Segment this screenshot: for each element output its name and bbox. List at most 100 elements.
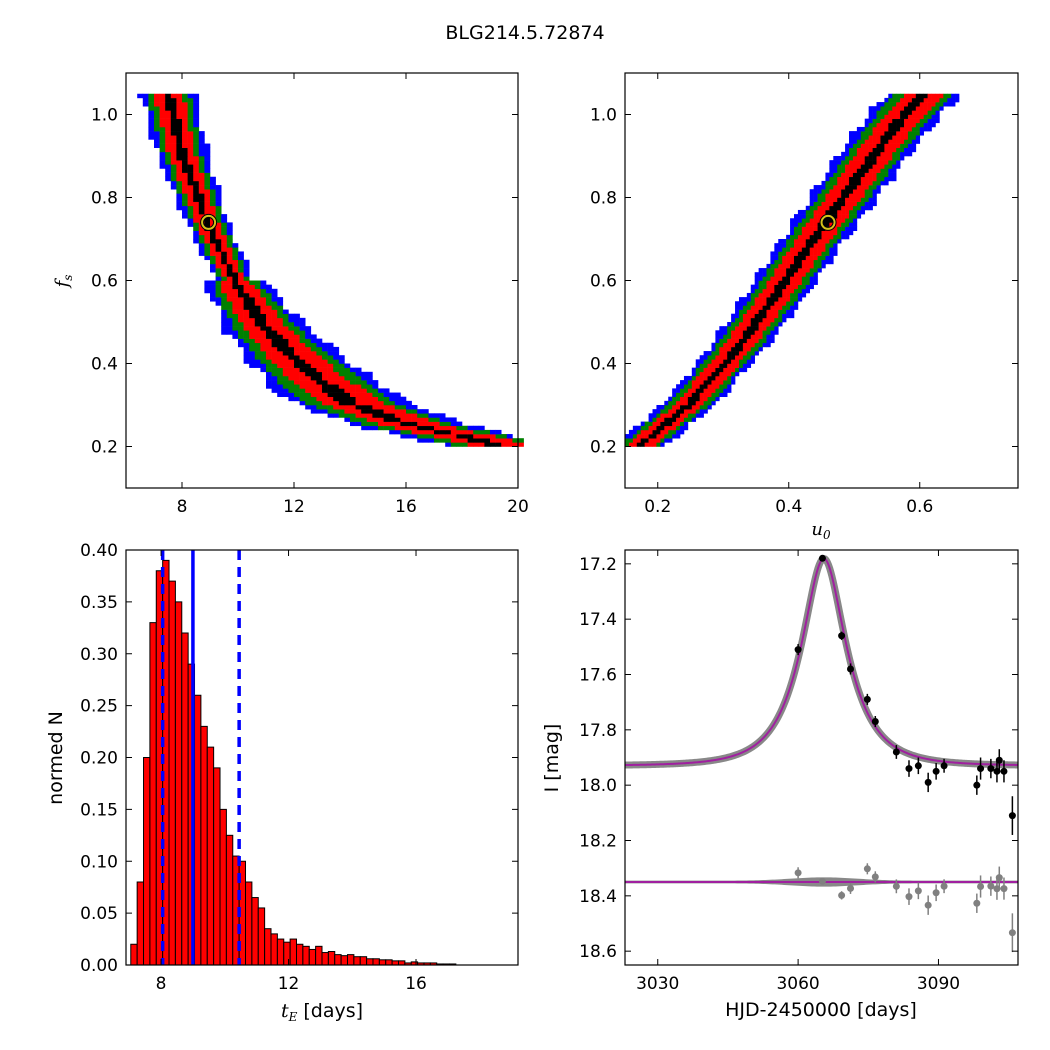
map-cell bbox=[628, 438, 634, 443]
map-cell bbox=[738, 330, 744, 335]
map-cell bbox=[892, 135, 897, 140]
map-cell bbox=[805, 239, 811, 244]
map-cell bbox=[872, 114, 877, 119]
map-cell bbox=[266, 342, 272, 348]
map-cell bbox=[845, 226, 850, 231]
map-cell bbox=[864, 205, 869, 211]
map-cell bbox=[695, 367, 700, 373]
map-cell bbox=[266, 375, 272, 381]
map-cell bbox=[852, 218, 858, 223]
map-cell bbox=[176, 160, 183, 165]
map-cell bbox=[249, 317, 256, 323]
map-cell bbox=[868, 205, 873, 211]
map-cell bbox=[159, 160, 166, 165]
map-cell bbox=[907, 147, 913, 153]
map-cell bbox=[892, 102, 897, 107]
map-cell bbox=[813, 280, 818, 285]
ticks-bottom-right: 3030 3060 309017.217.417.617.818.018.218.4… bbox=[579, 550, 1018, 994]
map-cell bbox=[738, 326, 744, 331]
map-cell bbox=[142, 93, 149, 99]
map-cell bbox=[845, 172, 850, 178]
map-cell bbox=[266, 384, 272, 389]
map-cell bbox=[872, 189, 877, 194]
map-cell bbox=[260, 317, 267, 323]
map-cell bbox=[731, 334, 736, 339]
map-cell bbox=[813, 263, 818, 269]
map-cell bbox=[888, 93, 893, 99]
map-cell bbox=[750, 305, 755, 310]
map-cell bbox=[322, 388, 328, 393]
map-cell bbox=[400, 396, 407, 402]
map-cell bbox=[833, 239, 838, 244]
map-cell bbox=[299, 384, 306, 389]
map-cell bbox=[876, 168, 881, 173]
map-cell bbox=[790, 280, 795, 285]
map-cell bbox=[817, 251, 822, 256]
map-cell bbox=[856, 147, 862, 153]
map-cell bbox=[742, 351, 748, 356]
map-cell bbox=[797, 234, 803, 240]
map-cell bbox=[793, 226, 799, 231]
map-cell bbox=[742, 367, 748, 373]
map-cell bbox=[271, 330, 278, 335]
map-cell bbox=[868, 172, 873, 178]
map-cell bbox=[868, 110, 873, 115]
map-cell bbox=[790, 234, 795, 240]
map-cell bbox=[305, 346, 312, 352]
map-cell bbox=[782, 276, 787, 281]
map-cell bbox=[766, 276, 771, 281]
map-cell bbox=[176, 180, 183, 186]
map-cell bbox=[378, 409, 384, 414]
map-cell bbox=[680, 417, 685, 422]
map-cell bbox=[841, 209, 846, 215]
map-cell bbox=[198, 151, 205, 157]
map-cell bbox=[699, 413, 704, 418]
map-cell bbox=[727, 330, 732, 335]
map-cell bbox=[809, 230, 814, 236]
map-cell bbox=[672, 413, 677, 418]
map-cell bbox=[249, 342, 256, 348]
map-cell bbox=[738, 313, 744, 319]
map-cell bbox=[636, 434, 642, 439]
map-cell bbox=[813, 189, 818, 194]
map-cell bbox=[204, 201, 211, 207]
map-cell bbox=[735, 359, 740, 364]
x-tick-label: 3060 bbox=[776, 974, 819, 994]
map-cell bbox=[786, 263, 791, 269]
map-cell bbox=[868, 168, 873, 173]
map-cell bbox=[900, 122, 905, 128]
map-cell bbox=[935, 97, 940, 103]
map-cell bbox=[892, 97, 897, 103]
map-cell bbox=[786, 292, 791, 298]
map-cell bbox=[770, 288, 775, 294]
ylabel-mag: I [mag] bbox=[541, 724, 563, 793]
histogram-bar bbox=[391, 960, 399, 966]
y-tick-label: 0.15 bbox=[80, 800, 118, 820]
histogram-bar bbox=[353, 956, 361, 966]
map-cell bbox=[935, 106, 940, 111]
map-cell bbox=[338, 359, 345, 364]
map-cell bbox=[911, 97, 917, 103]
map-cell bbox=[735, 346, 740, 352]
map-cell bbox=[750, 317, 755, 323]
map-cell bbox=[277, 322, 284, 327]
map-cell bbox=[919, 97, 924, 103]
map-cell bbox=[327, 405, 334, 410]
map-cell bbox=[310, 342, 317, 348]
map-cell bbox=[774, 292, 779, 298]
map-cell bbox=[907, 93, 913, 99]
map-cell bbox=[277, 388, 284, 393]
map-cell bbox=[288, 363, 295, 368]
map-cell bbox=[210, 263, 216, 269]
map-cell bbox=[672, 425, 677, 431]
map-cell bbox=[198, 164, 205, 169]
map-cell bbox=[742, 338, 748, 344]
map-cell bbox=[316, 338, 323, 344]
data-point bbox=[932, 767, 940, 775]
map-cell bbox=[299, 326, 306, 331]
histogram-bars bbox=[130, 559, 457, 966]
map-cell bbox=[860, 189, 866, 194]
map-cell bbox=[249, 284, 256, 290]
map-cell bbox=[860, 135, 866, 140]
map-cell bbox=[170, 156, 177, 161]
